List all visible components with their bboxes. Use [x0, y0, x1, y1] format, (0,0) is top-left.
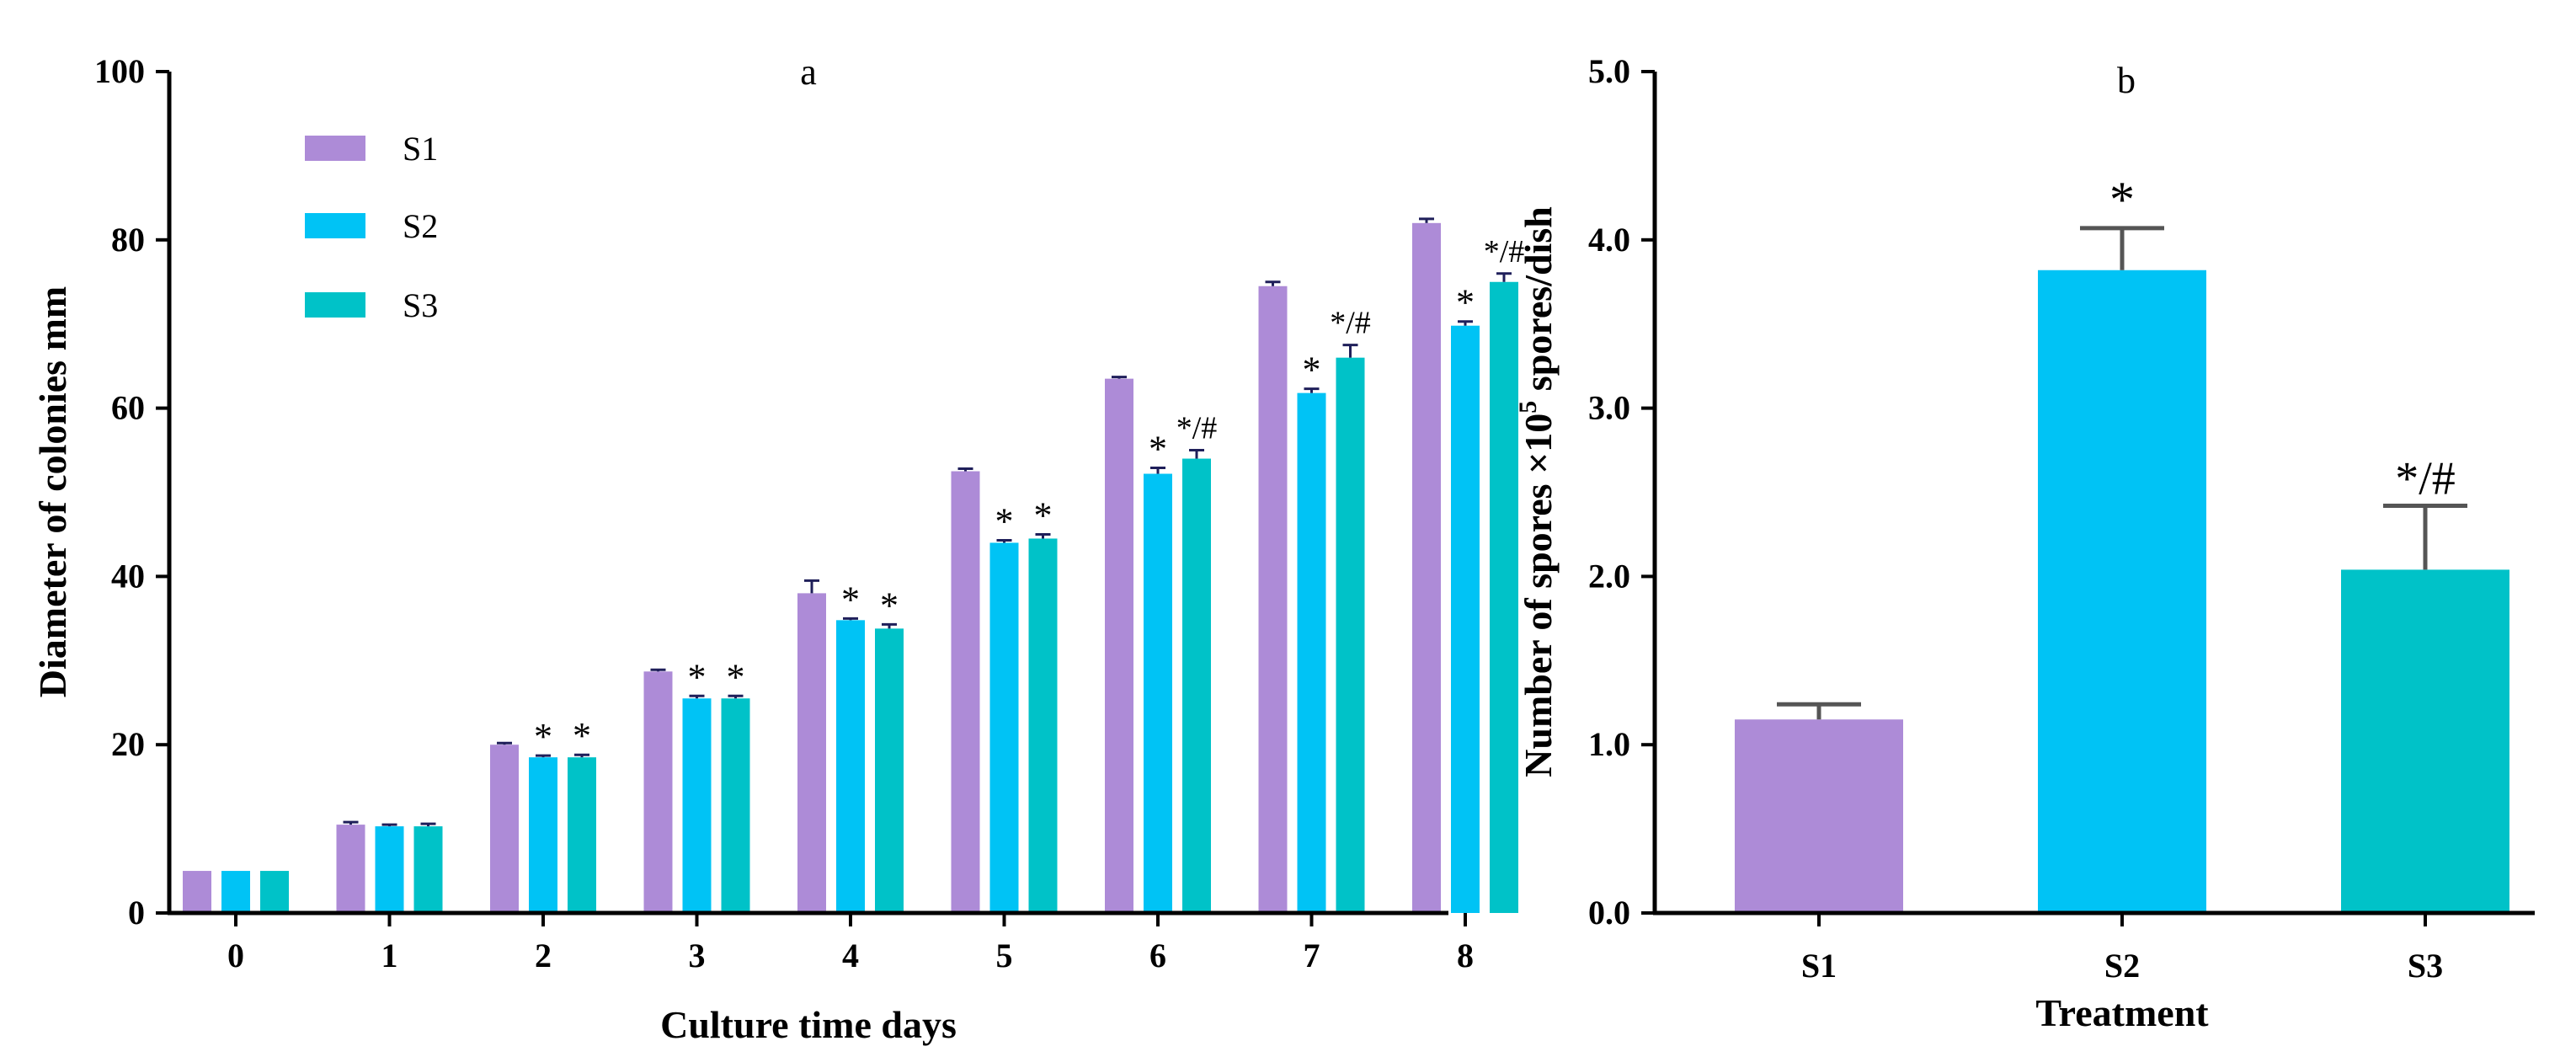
y-tick-label-1.0: 1.0: [1588, 725, 1630, 763]
panel-a-significance-marks: ************/#*/#*/#: [534, 234, 1524, 757]
significance-s2-day-3: *: [688, 656, 707, 697]
legend-swatch-s2: [305, 213, 365, 238]
bar-s3-day-0: [260, 871, 289, 913]
bar-s1-day-6: [1105, 378, 1133, 913]
x-tick-label-0: 0: [227, 937, 244, 974]
panel-a-y-ticks: 0 20 40 60 80 100: [94, 52, 169, 932]
bar-s2-day-4: [836, 620, 865, 913]
significance-s2-day-5: *: [995, 500, 1014, 542]
x-tick-label-6: 6: [1149, 937, 1166, 974]
significance-s3-day-4: *: [880, 585, 899, 626]
bar-s1-day-5: [951, 471, 980, 913]
bar-s2-day-3: [682, 698, 712, 913]
bar-s1-day-3: [643, 671, 673, 913]
significance-s3-day-6: */#: [1176, 411, 1218, 446]
bar-s3-day-3: [721, 698, 750, 913]
significance-s3: */#: [2395, 452, 2456, 504]
significance-s2-day-7: *: [1303, 350, 1321, 391]
panel-a-title: a: [800, 51, 817, 93]
significance-s3-day-8: */#: [1484, 234, 1525, 270]
x-tick-label-1: 1: [381, 937, 398, 974]
significance-s2-day-4: *: [841, 579, 860, 620]
bar-s2-day-1: [375, 826, 404, 913]
y-tick-label-2.0: 2.0: [1588, 557, 1630, 595]
bar-s3-day-7: [1336, 357, 1365, 913]
x-tick-label-5: 5: [996, 937, 1013, 974]
y-tick-label-5.0: 5.0: [1588, 52, 1630, 90]
panel-a-legend: S1 S2 S3: [305, 130, 438, 324]
significance-s3-day-2: *: [573, 715, 591, 756]
x-tick-label-7: 7: [1304, 937, 1320, 974]
legend-label-s2: S2: [403, 207, 438, 245]
panel-b-spores-chart: * */# 0.0 1.0 2.0 3.0 4.0 5.0 S1 S2 S3 b Treatme…: [1514, 52, 2535, 1034]
legend-swatch-s3: [305, 292, 365, 318]
panel-b-significance-marks: * */#: [2109, 172, 2456, 505]
panel-b-y-axis-title: Number of spores ×105 spores/dish: [1514, 206, 1560, 777]
significance-s2-day-8: *: [1456, 282, 1475, 323]
significance-s2-day-2: *: [534, 716, 552, 757]
bar-s3-day-6: [1182, 458, 1211, 913]
y-tick-label-0.0: 0.0: [1588, 894, 1630, 932]
bar-s1-day-7: [1258, 286, 1288, 913]
y-tick-label-20: 20: [111, 725, 145, 763]
bar-s2-day-2: [529, 757, 557, 913]
legend-label-s3: S3: [403, 286, 438, 324]
panel-a-x-ticks: 0 1 2 3 4 5 6 7 8: [227, 913, 1474, 974]
bar-s1: [1735, 719, 1903, 913]
legend-swatch-s1: [305, 136, 365, 161]
x-tick-label-s2: S2: [2104, 947, 2140, 985]
bar-s1-day-4: [797, 593, 826, 913]
significance-s3-day-3: *: [727, 656, 745, 697]
significance-s2: *: [2109, 172, 2135, 227]
bar-s3-day-8: [1490, 281, 1518, 913]
bar-s1-day-0: [183, 871, 211, 913]
panel-b-x-axis-title: Treatment: [2035, 991, 2209, 1034]
significance-s2-day-6: *: [1149, 429, 1167, 470]
bar-s2-day-6: [1144, 473, 1172, 913]
bar-s3-day-4: [875, 628, 904, 913]
significance-s3-day-5: *: [1034, 494, 1053, 536]
x-tick-label-8: 8: [1457, 937, 1474, 974]
y-tick-label-60: 60: [111, 389, 145, 427]
panel-b-y-axis-title-exponent: 5: [1514, 401, 1542, 414]
panel-a-bars: [183, 222, 1518, 913]
panel-a-y-axis-title: Diameter of colonies mm: [31, 286, 74, 697]
x-tick-label-3: 3: [689, 937, 706, 974]
bar-s1-day-8: [1412, 222, 1441, 913]
y-tick-label-3.0: 3.0: [1588, 389, 1630, 427]
panel-b-bars: [1735, 270, 2509, 913]
panel-b-y-axis-title-main: Number of spores ×10: [1517, 414, 1560, 777]
bar-s1-day-2: [490, 745, 519, 913]
panel-a-x-axis-title: Culture time days: [660, 1003, 957, 1046]
panel-a-error-bars: [343, 217, 1512, 827]
legend-label-s1: S1: [403, 130, 438, 168]
significance-s3-day-7: */#: [1330, 306, 1371, 341]
bar-s3-day-5: [1028, 538, 1058, 913]
x-tick-label-4: 4: [842, 937, 859, 974]
panel-b-y-ticks: 0.0 1.0 2.0 3.0 4.0 5.0: [1588, 52, 1655, 932]
bar-s3-day-1: [413, 826, 443, 913]
x-tick-label-s1: S1: [1801, 947, 1837, 985]
bar-s2-day-0: [221, 871, 250, 913]
bar-s2-day-8: [1451, 325, 1480, 913]
y-tick-label-100: 100: [94, 52, 145, 90]
panel-b-y-axis-title-unit: spores/dish: [1517, 206, 1560, 401]
y-tick-label-40: 40: [111, 557, 145, 595]
y-tick-label-0: 0: [128, 894, 145, 932]
panel-b-error-bars: [1777, 226, 2467, 720]
bar-s3: [2341, 569, 2509, 913]
bar-s2-day-5: [989, 542, 1019, 913]
x-tick-label-s3: S3: [2408, 947, 2443, 985]
y-tick-label-80: 80: [111, 221, 145, 259]
bar-s1-day-1: [336, 825, 365, 913]
x-tick-label-2: 2: [535, 937, 552, 974]
bar-s2: [2038, 270, 2206, 913]
panel-b-x-ticks: S1 S2 S3: [1801, 913, 2443, 985]
panel-b-title: b: [2117, 60, 2136, 101]
bar-s3-day-2: [568, 757, 596, 913]
y-tick-label-4.0: 4.0: [1588, 221, 1630, 259]
bar-s2-day-7: [1297, 392, 1326, 913]
